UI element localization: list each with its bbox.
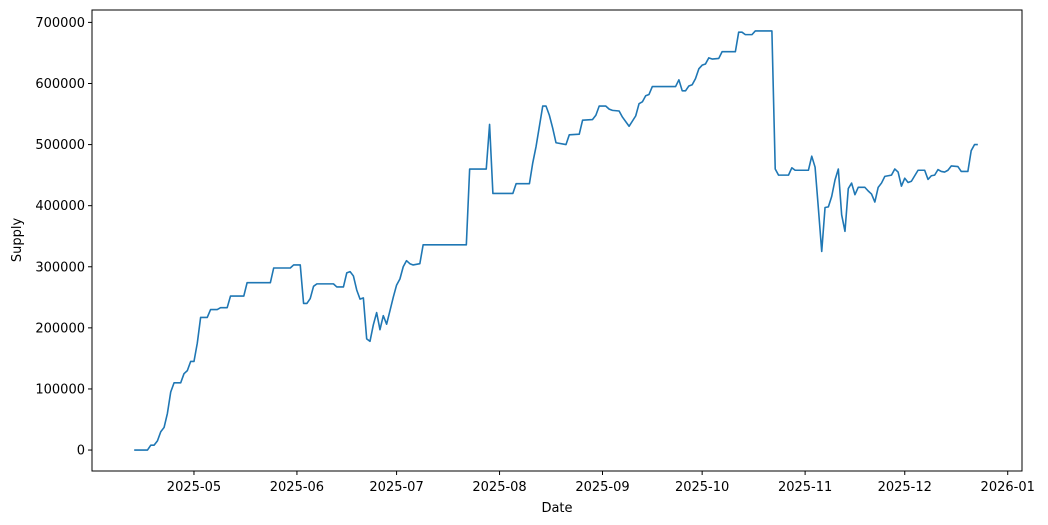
x-tick-label: 2025-08	[472, 480, 526, 495]
y-tick-label: 700000	[35, 16, 85, 31]
y-tick-label: 300000	[35, 260, 85, 275]
x-axis-label: Date	[541, 501, 572, 516]
y-tick-label: 200000	[35, 321, 85, 336]
x-tick-label: 2025-06	[270, 480, 324, 495]
y-tick-label: 600000	[35, 77, 85, 92]
x-tick-label: 2025-05	[167, 480, 221, 495]
x-tick-label: 2025-09	[575, 480, 629, 495]
y-tick-label: 0	[77, 444, 85, 459]
x-tick-label: 2025-07	[369, 480, 423, 495]
x-tick-label: 2026-01	[981, 480, 1035, 495]
y-axis-label: Supply	[10, 218, 25, 263]
x-tick-label: 2025-11	[778, 480, 832, 495]
plot-frame	[91, 9, 1023, 472]
data-line	[134, 30, 978, 451]
x-tick-label: 2025-10	[675, 480, 729, 495]
x-tick-label: 2025-12	[878, 480, 932, 495]
y-tick-label: 400000	[35, 199, 85, 214]
y-tick-label: 500000	[35, 138, 85, 153]
y-tick-label: 100000	[35, 382, 85, 397]
